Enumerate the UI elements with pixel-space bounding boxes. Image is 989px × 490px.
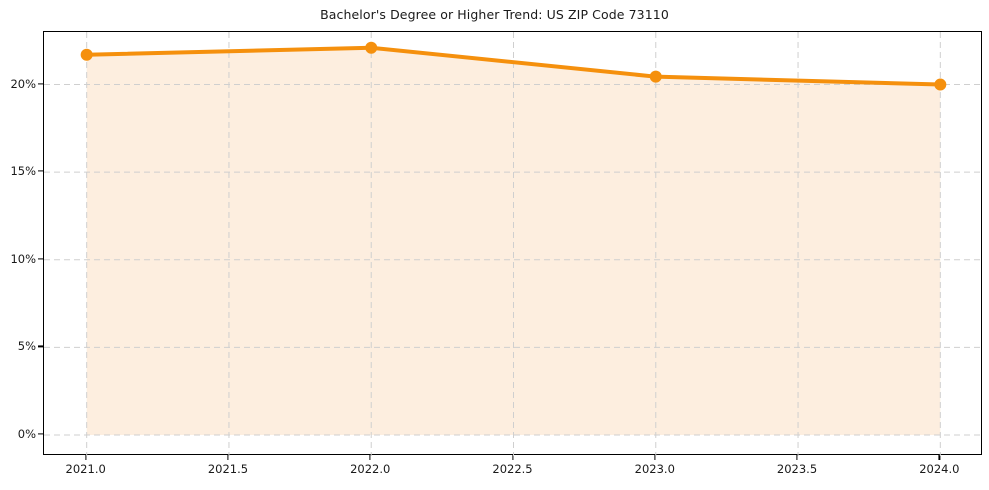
x-axis-tick-label: 2023.5 bbox=[776, 462, 818, 476]
gridlines-layer bbox=[44, 32, 983, 456]
vertical-gridlines bbox=[86, 32, 941, 456]
x-axis-tick-mark bbox=[796, 455, 798, 460]
y-axis-tick-label: 15% bbox=[10, 164, 36, 179]
x-axis-tick-mark bbox=[511, 455, 514, 460]
y-axis-tick-mark bbox=[38, 345, 43, 347]
x-axis-tick-mark bbox=[938, 455, 940, 460]
chart-title: Bachelor's Degree or Higher Trend: US ZI… bbox=[320, 7, 669, 22]
y-axis-tick-labels: 0% 5% 10% 15% 20% bbox=[0, 0, 36, 490]
y-axis-tick-label: 20% bbox=[10, 76, 36, 91]
x-axis-tick-label: 2022.5 bbox=[492, 462, 533, 476]
x-axis-tick-label: 2024.0 bbox=[919, 462, 960, 476]
horizontal-gridlines bbox=[44, 84, 983, 436]
y-axis-tick-mark bbox=[38, 170, 43, 172]
data-point-marker bbox=[649, 70, 662, 83]
x-axis-tick-mark bbox=[369, 455, 371, 460]
x-axis-tick-label: 2023.0 bbox=[634, 462, 675, 476]
data-point-marker bbox=[934, 78, 947, 91]
area-fill-polygon bbox=[86, 47, 941, 435]
data-line bbox=[84, 45, 943, 87]
plot-area bbox=[43, 31, 983, 456]
data-point-marker bbox=[80, 48, 93, 61]
area-fill-layer bbox=[86, 47, 941, 435]
y-axis-tick-label: 5% bbox=[17, 339, 36, 354]
y-axis-tick-label: 10% bbox=[10, 251, 36, 266]
y-axis-tick-mark bbox=[38, 258, 43, 260]
data-point-marker bbox=[365, 41, 378, 54]
x-axis-tick-mark bbox=[85, 455, 87, 460]
data-series-layer bbox=[80, 41, 947, 91]
y-axis-tick-label: 0% bbox=[17, 426, 36, 441]
x-axis-tick-mark bbox=[227, 455, 229, 460]
x-axis-tick-label: 2021.5 bbox=[207, 462, 249, 476]
y-axis-tick-mark bbox=[38, 433, 43, 435]
x-axis-tick-mark bbox=[654, 455, 656, 460]
data-point-markers bbox=[80, 41, 947, 91]
x-axis-tick-label: 2022.0 bbox=[350, 462, 391, 476]
x-axis-tick-label: 2021.0 bbox=[65, 462, 106, 476]
y-axis-tick-mark bbox=[38, 82, 43, 85]
